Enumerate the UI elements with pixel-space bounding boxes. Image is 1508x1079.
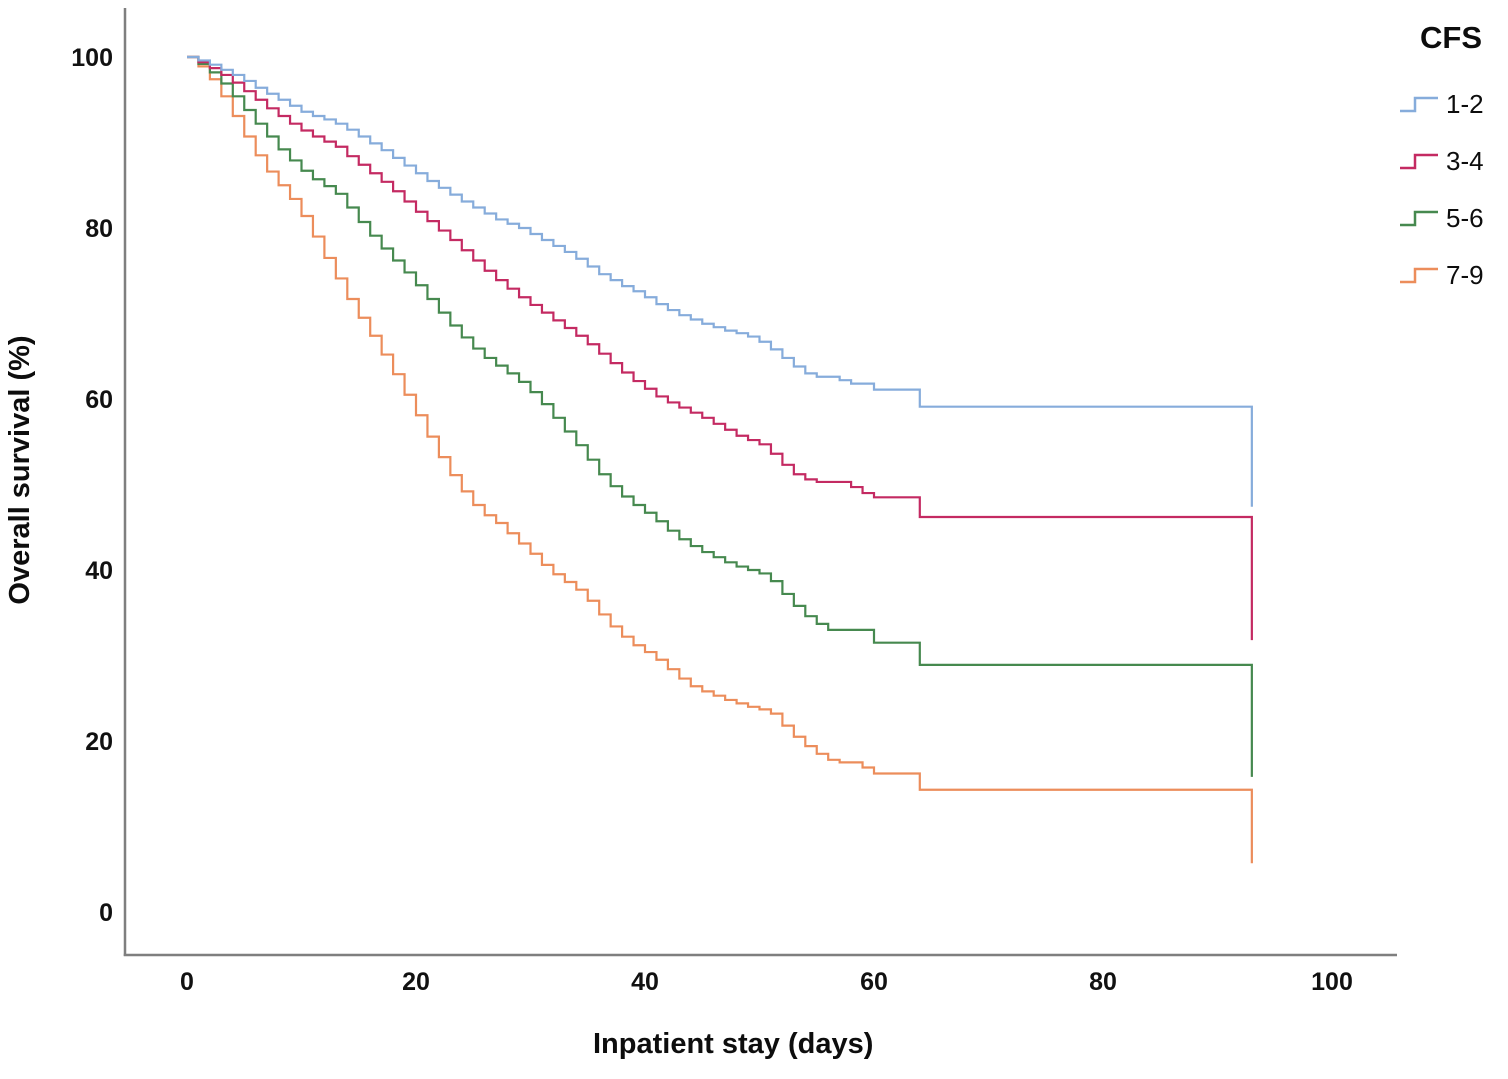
y-tick-label: 0 [99,899,113,927]
y-axis-title: Overall survival (%) [4,335,36,605]
legend-item-label: 3-4 [1446,145,1484,176]
legend-title: CFS [1420,20,1482,55]
x-tick-label: 0 [180,968,194,996]
legend-item: 1-2 [1398,82,1508,126]
legend-swatch-step-icon [1400,153,1438,170]
legend-item-label: 1-2 [1446,88,1484,119]
y-tick-label: 60 [85,386,113,414]
legend-swatch-step-icon [1400,96,1438,113]
x-tick-label: 40 [631,968,659,996]
survival-curve-cfs-5-6 [187,55,1253,777]
x-tick-label: 80 [1089,968,1117,996]
legend: CFS 1-2 3-4 5-6 7-9 [1398,20,1508,310]
y-tick-label: 100 [71,44,113,72]
survival-curve-cfs-7-9 [187,55,1253,864]
legend-item: 3-4 [1398,139,1508,183]
legend-item: 5-6 [1398,196,1508,240]
legend-item-label: 7-9 [1446,259,1484,290]
legend-item: 7-9 [1398,253,1508,297]
survival-curve-cfs-3-4 [187,55,1253,641]
y-tick-label: 40 [85,557,113,585]
y-tick-label: 80 [85,215,113,243]
y-tick-label: 20 [85,728,113,756]
x-axis-title: Inpatient stay (days) [593,1028,874,1060]
legend-swatch-step-icon [1400,210,1438,227]
legend-item-label: 5-6 [1446,202,1484,233]
legend-swatch-step-icon [1400,267,1438,284]
x-tick-label: 100 [1311,968,1353,996]
x-tick-label: 60 [860,968,888,996]
survival-curve-cfs-1-2 [187,55,1253,507]
x-tick-label: 20 [402,968,430,996]
